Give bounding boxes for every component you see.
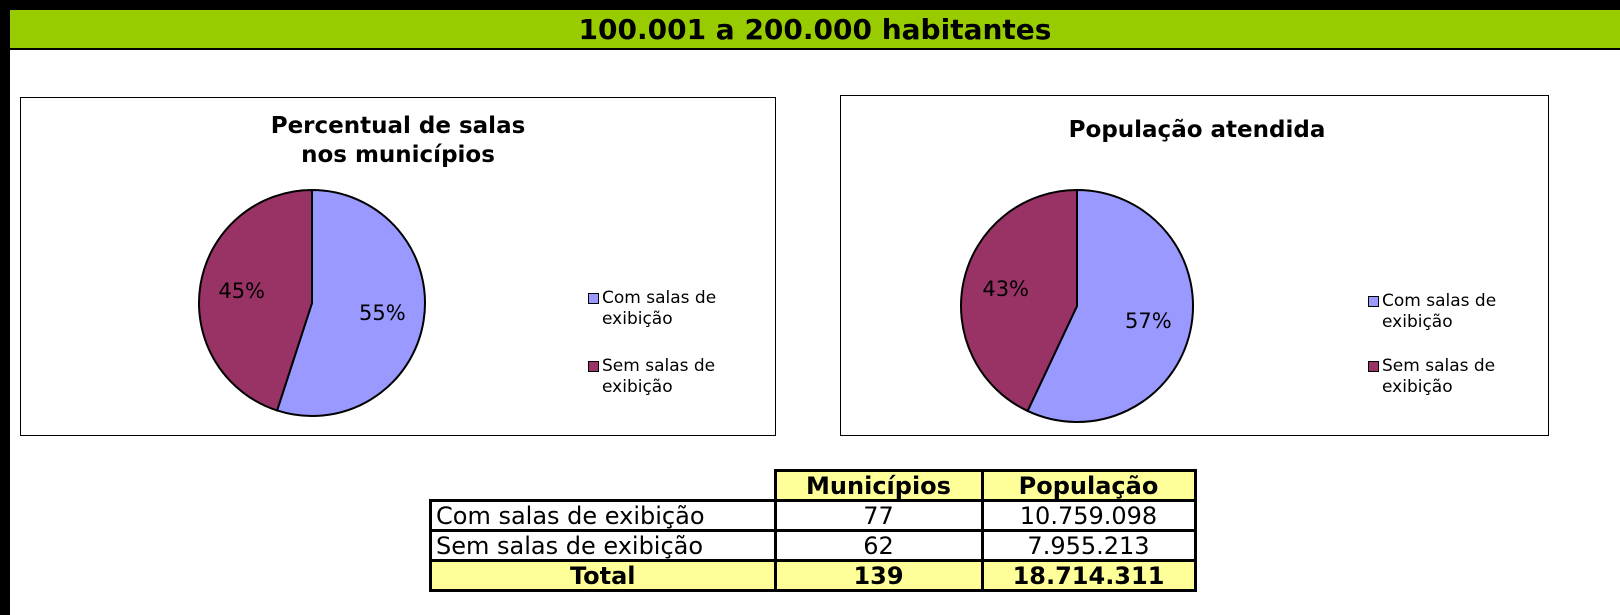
data-label: 57% xyxy=(1125,309,1172,333)
data-label: 43% xyxy=(982,277,1029,301)
cell: 7.955.213 xyxy=(980,529,1197,562)
pie-slice xyxy=(275,188,426,417)
row-label: Com salas de exibição xyxy=(429,499,777,532)
legend-label: Sem salas de exibição xyxy=(602,356,716,397)
chart-title: Percentual de salas nos municípios xyxy=(270,113,526,168)
blank-cell xyxy=(430,470,775,502)
chart-title: População atendida xyxy=(1068,117,1326,143)
cell: 10.759.098 xyxy=(980,499,1197,532)
cell: 77 xyxy=(773,499,984,532)
legend-swatch xyxy=(1368,361,1379,372)
data-label: 45% xyxy=(218,279,265,303)
data-label: 55% xyxy=(359,301,406,325)
legend-item: Com salas de exibição xyxy=(588,288,758,330)
legend-item: Com salas de exibição xyxy=(1368,291,1538,333)
legend-item: Sem salas de exibição xyxy=(588,356,758,398)
total-cell: 18.714.311 xyxy=(980,559,1197,592)
cell: 62 xyxy=(773,529,984,562)
pie-slice xyxy=(198,188,313,412)
legend-swatch xyxy=(588,293,599,304)
total-cell: 139 xyxy=(773,559,984,592)
legend-label: Com salas de exibição xyxy=(602,288,717,329)
legend-label: Com salas de exibição xyxy=(1382,291,1497,332)
pie-slice xyxy=(960,188,1078,413)
column-header: População xyxy=(980,469,1197,502)
data-table: Municípios População Com salas de exibiçã… xyxy=(429,469,1197,592)
total-label: Total xyxy=(429,559,777,592)
legend-swatch xyxy=(1368,296,1379,307)
legend-label: Sem salas de exibição xyxy=(1382,356,1496,397)
legend-item: Sem salas de exibição xyxy=(1368,356,1538,398)
column-header: Municípios xyxy=(773,469,984,502)
page-title: 100.001 a 200.000 habitantes xyxy=(10,10,1620,50)
legend-swatch xyxy=(588,361,599,372)
row-label: Sem salas de exibição xyxy=(429,529,777,562)
chart-panel xyxy=(840,95,1549,436)
pie-slice xyxy=(1026,188,1194,423)
